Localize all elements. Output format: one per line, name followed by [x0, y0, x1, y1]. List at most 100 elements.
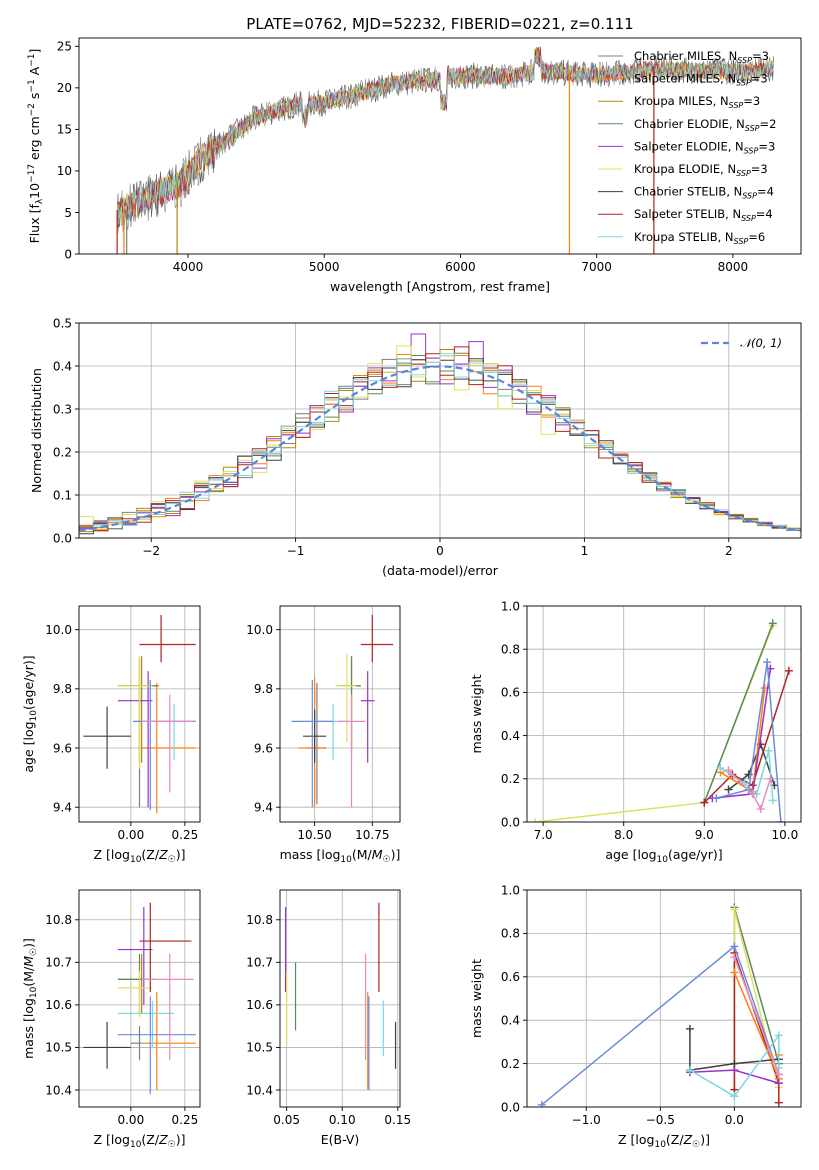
mass-weight-marker [724, 766, 733, 775]
x-tick-label: 0.0 [725, 1113, 744, 1127]
axes-frame [526, 889, 802, 1108]
x-axis-label: Z [log10(Z/Z☉)] [618, 1132, 710, 1150]
legend-label: Chabrier STELIB, NSSP=4 [634, 185, 774, 201]
x-tick-label: 6000 [445, 260, 476, 274]
x-tick-label: 10.0 [772, 828, 799, 842]
y-tick-label: 10.5 [45, 1041, 72, 1055]
y-axis-label: mass weight [469, 674, 484, 753]
plot-area [79, 333, 801, 538]
errorbar-point [337, 694, 366, 808]
mass-weight-line [727, 769, 772, 811]
y-tick-label: 10.0 [246, 623, 273, 637]
mass-weight-marker [537, 1100, 546, 1107]
x-tick-label: 9.0 [695, 828, 714, 842]
y-tick-label: 10.5 [246, 1041, 273, 1055]
y-tick-label: 0.0 [501, 815, 520, 829]
legend-label: Salpeter MILES, NSSP=3 [634, 72, 768, 88]
plot-area [83, 902, 196, 1095]
errorbar-point [141, 694, 194, 793]
mass-weight-line [689, 1028, 779, 1071]
y-axis-label: Flux [fλ10−17 erg cm−2 s−1 A−1] [27, 49, 45, 244]
normal-reference-curve [79, 365, 801, 532]
errorbar-point [139, 614, 196, 663]
mass-vs-Z-panel: 0.00 0.25 10.4 10.5 10.6 10.7 10.8 Z [log10(Z/Z… [21, 889, 201, 1150]
y-axis-label: Normed distribution [29, 368, 44, 493]
mass-weight-marker [531, 818, 540, 822]
y-tick-label: 10.7 [246, 956, 273, 970]
y-tick-label: 0.5 [53, 316, 72, 330]
plot-area [291, 614, 394, 808]
mass-weight-marker [768, 796, 777, 805]
y-tick-label: 10.6 [45, 998, 72, 1012]
y-tick-label: 0.8 [501, 927, 520, 941]
mass-weight-marker [764, 746, 773, 755]
y-tick-label: 0.6 [501, 686, 520, 700]
y-tick-label: 0.8 [501, 643, 520, 657]
errorbar-point [139, 902, 192, 993]
x-axis-label: (data-model)/error [382, 563, 499, 578]
x-tick-label: −1 [287, 544, 305, 558]
y-tick-label: 0.4 [53, 359, 72, 373]
x-tick-label: 0.00 [117, 1113, 144, 1127]
legend-label: Salpeter ELODIE, NSSP=3 [634, 139, 775, 155]
y-tick-label: 0.3 [53, 402, 72, 416]
errorbar-point [303, 709, 327, 763]
x-tick-label: −2 [142, 544, 160, 558]
errorbar-point [291, 679, 334, 808]
mass-weight-marker [784, 666, 793, 675]
y-tick-label: 15 [57, 123, 72, 137]
errorbar-point [117, 907, 153, 1005]
y-tick-label: 10.0 [45, 623, 72, 637]
mass-weight-marker [712, 794, 721, 803]
age-vs-mass-panel: 10.50 10.75 9.4 9.6 9.8 10.0 mass [log10(M/M☉)… [246, 605, 401, 865]
legend-label: Chabrier MILES, NSSP=3 [634, 49, 769, 65]
y-tick-label: 9.8 [53, 682, 72, 696]
spectrum-series-line [116, 46, 774, 228]
y-tick-label: 10.4 [246, 1083, 273, 1097]
plot-area [116, 46, 774, 254]
mass-weight-marker [774, 1031, 783, 1040]
x-tick-label: 0.05 [273, 1113, 300, 1127]
spectrum-panel: 4000 5000 6000 7000 8000 0 5 10 15 20 25 wavelength… [27, 37, 802, 294]
axes-frame [78, 889, 201, 1108]
x-tick-label: 0.15 [384, 1113, 411, 1127]
age-vs-Z-panel: 0.00 0.25 9.4 9.6 9.8 10.0 Z [log10(Z/Z☉)] age … [21, 605, 201, 865]
legend-label: Salpeter STELIB, NSSP=4 [634, 207, 773, 223]
legend-label: Kroupa ELODIE, NSSP=3 [634, 162, 768, 178]
mass-weight-line [716, 662, 782, 822]
y-tick-label: 0.4 [501, 729, 520, 743]
errorbar-point [335, 653, 357, 743]
plot-area [531, 619, 793, 822]
y-tick-label: 10.8 [246, 913, 273, 927]
y-tick-label: 9.4 [53, 801, 72, 815]
mass-weight-line [733, 957, 780, 1075]
y-tick-label: 9.8 [254, 682, 273, 696]
spectrum-legend: Chabrier MILES, NSSP=3 Salpeter MILES, NS… [598, 49, 776, 246]
mass-weight-marker [768, 619, 777, 628]
mass-weight-marker [763, 658, 772, 667]
legend-label: Chabrier ELODIE, NSSP=2 [634, 117, 776, 133]
mass-weight-vs-Z-panel: −1.0 −0.5 0.0 0.0 0.2 0.4 0.6 0.8 1.0 Z [log10(Z/… [469, 883, 802, 1150]
errorbar-point [117, 656, 153, 769]
mass-weight-marker [774, 1079, 783, 1088]
x-tick-label: 0 [436, 544, 444, 558]
y-axis-label: age [log10(age/yr)] [21, 655, 39, 772]
mass-weight-line [689, 1033, 780, 1098]
errorbar-point [117, 996, 196, 1095]
x-tick-label: 10.50 [297, 828, 331, 842]
y-axis-label: mass [log10(M/M☉)] [21, 938, 39, 1059]
y-tick-label: 10.6 [246, 998, 273, 1012]
y-tick-label: 0.2 [501, 772, 520, 786]
figure-title: PLATE=0762, MJD=52232, FIBERID=0221, z=0… [246, 15, 633, 33]
mass-weight-marker [748, 789, 757, 798]
errorbar-point [117, 671, 153, 808]
spectrum-series-line [116, 51, 774, 226]
mass-weight-marker [716, 764, 725, 772]
y-tick-label: 0.1 [53, 488, 72, 502]
y-tick-label: 10.7 [45, 956, 72, 970]
y-tick-label: 0.4 [501, 1014, 520, 1028]
mass-weight-marker [730, 953, 739, 962]
mass-weight-marker [774, 1098, 783, 1107]
mass-weight-marker [756, 805, 765, 814]
